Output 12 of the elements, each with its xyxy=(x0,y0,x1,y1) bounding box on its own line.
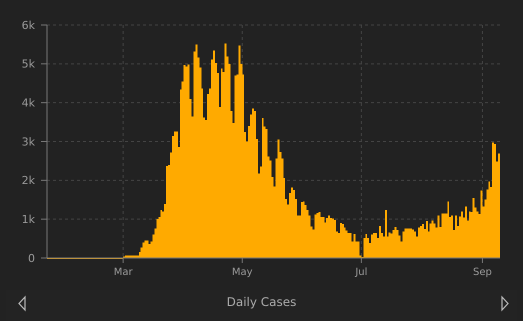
x-tick-label: Sep xyxy=(472,267,492,278)
y-tick-label: 4k xyxy=(22,96,36,110)
y-tick-label: 6k xyxy=(22,18,36,32)
y-tick-label: 0 xyxy=(28,252,35,265)
x-tick-label: Mar xyxy=(114,267,134,278)
y-tick-label: 1k xyxy=(22,213,36,226)
y-tick-label: 2k xyxy=(22,174,36,188)
x-tick-label: Jul xyxy=(354,267,368,278)
y-tick-label: 5k xyxy=(22,58,36,71)
x-tick-label: May xyxy=(232,267,253,278)
text: Daily Cases xyxy=(226,295,296,309)
y-tick-label: 3k xyxy=(22,135,36,148)
